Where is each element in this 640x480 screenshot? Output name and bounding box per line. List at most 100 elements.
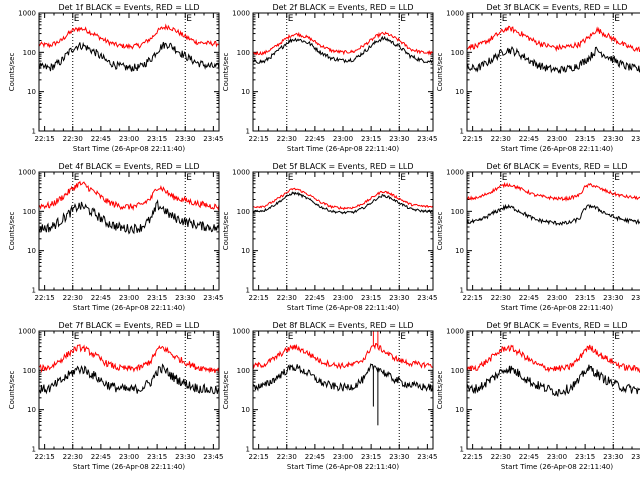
x-tick-label: 22:30 xyxy=(277,453,297,461)
x-tick-label: 22:45 xyxy=(519,135,539,143)
e-marker: E xyxy=(502,173,508,183)
x-tick-label: 23:45 xyxy=(203,135,223,143)
panel-det-6: Det 6f BLACK = Events, RED = LLD Counts/s… xyxy=(436,162,640,312)
x-tick-label: 23:00 xyxy=(119,294,139,302)
panel-det-3: Det 3f BLACK = Events, RED = LLD Counts/s… xyxy=(436,3,640,153)
series-lld xyxy=(252,343,434,370)
x-tick-label: 23:15 xyxy=(361,453,381,461)
x-tick-label: 22:45 xyxy=(305,453,325,461)
x-tick-label: 23:00 xyxy=(119,453,139,461)
series-events xyxy=(252,363,434,392)
y-tick-label: 10 xyxy=(27,247,36,255)
x-tick-label: 22:15 xyxy=(249,135,269,143)
y-tick-label: 1000 xyxy=(18,169,36,177)
y-tick-label: 10 xyxy=(241,247,250,255)
y-tick-label: 100 xyxy=(451,367,464,375)
y-tick-label: 100 xyxy=(237,208,250,216)
y-tick-label: 10 xyxy=(455,88,464,96)
x-tick-label: 23:00 xyxy=(333,453,353,461)
y-tick-label: 1 xyxy=(32,128,36,136)
plot-frame xyxy=(252,12,434,132)
panel-det-4: Det 4f BLACK = Events, RED = LLD Counts/s… xyxy=(8,162,223,312)
x-tick-label: 23:45 xyxy=(203,453,223,461)
e-marker: E xyxy=(288,173,294,183)
x-tick-label: 23:00 xyxy=(547,453,567,461)
y-tick-label: 10 xyxy=(27,406,36,414)
e-marker: E xyxy=(288,332,294,342)
x-tick-label: 23:15 xyxy=(575,135,595,143)
panel-det-8: Det 8f BLACK = Events, RED = LLD Counts/s… xyxy=(222,321,437,471)
series-lld xyxy=(38,180,220,212)
e-marker: E xyxy=(186,173,192,183)
panel-title: Det 5f BLACK = Events, RED = LLD xyxy=(272,162,413,171)
x-tick-label: 23:30 xyxy=(175,135,195,143)
y-tick-label: 1 xyxy=(460,287,464,295)
x-tick-label: 23:45 xyxy=(631,453,640,461)
x-tick-label: 23:15 xyxy=(361,294,381,302)
y-tick-label: 100 xyxy=(451,208,464,216)
x-axis-label: Start Time (26-Apr-08 22:11:40) xyxy=(73,304,185,312)
plot-frame xyxy=(38,12,220,132)
x-tick-label: 22:30 xyxy=(491,135,511,143)
e-marker: E xyxy=(186,14,192,24)
x-tick-label: 23:30 xyxy=(603,135,623,143)
series-lld xyxy=(466,344,640,373)
e-marker: E xyxy=(614,332,620,342)
panel-title: Det 8f BLACK = Events, RED = LLD xyxy=(272,321,413,330)
x-tick-label: 23:30 xyxy=(603,453,623,461)
series-events xyxy=(466,203,640,227)
e-marker: E xyxy=(74,14,80,24)
y-axis-label: Counts/sec xyxy=(222,371,230,410)
x-tick-label: 22:15 xyxy=(35,135,55,143)
series-lld xyxy=(38,344,220,374)
series-events xyxy=(466,364,640,398)
x-tick-label: 23:15 xyxy=(147,453,167,461)
x-tick-label: 23:15 xyxy=(361,135,381,143)
x-tick-label: 23:15 xyxy=(575,453,595,461)
x-tick-label: 23:00 xyxy=(333,135,353,143)
x-tick-label: 23:45 xyxy=(417,135,437,143)
x-tick-label: 22:30 xyxy=(491,294,511,302)
panel-title: Det 9f BLACK = Events, RED = LLD xyxy=(486,321,627,330)
y-tick-label: 1 xyxy=(246,128,250,136)
e-marker: E xyxy=(502,332,508,342)
panel-title: Det 6f BLACK = Events, RED = LLD xyxy=(486,162,627,171)
panel-det-1: Det 1f BLACK = Events, RED = LLD Counts/s… xyxy=(8,3,223,153)
x-tick-label: 22:30 xyxy=(277,294,297,302)
x-axis-label: Start Time (26-Apr-08 22:11:40) xyxy=(287,463,399,471)
y-tick-label: 1 xyxy=(460,446,464,454)
e-marker: E xyxy=(74,173,80,183)
y-axis-label: Counts/sec xyxy=(436,212,444,251)
x-tick-label: 23:30 xyxy=(175,453,195,461)
x-tick-label: 23:00 xyxy=(547,294,567,302)
x-tick-label: 23:15 xyxy=(575,294,595,302)
x-tick-label: 22:30 xyxy=(63,453,83,461)
y-tick-label: 1 xyxy=(460,128,464,136)
series-events xyxy=(38,199,220,235)
y-tick-label: 10 xyxy=(241,406,250,414)
x-axis-label: Start Time (26-Apr-08 22:11:40) xyxy=(501,463,613,471)
x-tick-label: 23:45 xyxy=(631,294,640,302)
y-tick-label: 1000 xyxy=(446,328,464,336)
x-tick-label: 23:45 xyxy=(631,135,640,143)
plot-frame xyxy=(466,171,640,291)
e-marker: E xyxy=(400,14,406,24)
x-tick-label: 22:15 xyxy=(463,135,483,143)
y-tick-label: 1 xyxy=(32,446,36,454)
x-tick-label: 23:30 xyxy=(175,294,195,302)
x-tick-label: 23:00 xyxy=(333,294,353,302)
x-tick-label: 23:00 xyxy=(547,135,567,143)
series-lld xyxy=(466,25,640,53)
y-tick-label: 1000 xyxy=(18,328,36,336)
x-tick-label: 23:45 xyxy=(417,453,437,461)
y-tick-label: 1000 xyxy=(232,169,250,177)
e-marker: E xyxy=(400,173,406,183)
y-tick-label: 100 xyxy=(23,49,36,57)
y-axis-label: Counts/sec xyxy=(222,212,230,251)
y-tick-label: 1000 xyxy=(232,10,250,18)
x-tick-label: 22:45 xyxy=(305,294,325,302)
e-marker: E xyxy=(614,14,620,24)
series-events xyxy=(466,45,640,74)
x-tick-label: 23:30 xyxy=(389,294,409,302)
y-tick-label: 1 xyxy=(32,287,36,295)
